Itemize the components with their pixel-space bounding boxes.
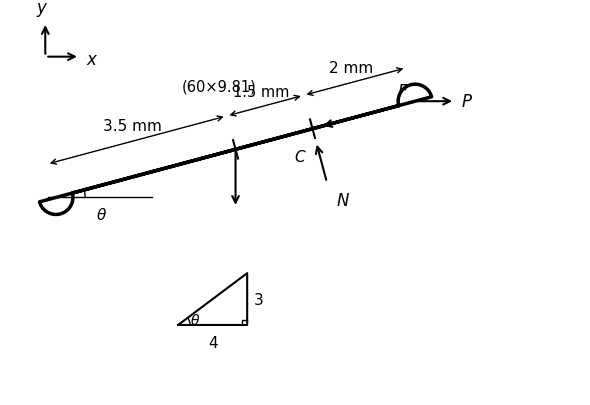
Text: 4: 4: [208, 335, 218, 350]
Polygon shape: [40, 85, 431, 215]
Text: 3: 3: [254, 292, 264, 307]
Text: C: C: [294, 149, 304, 164]
Text: 2 mm: 2 mm: [329, 61, 373, 76]
Text: θ: θ: [191, 313, 199, 327]
Text: x: x: [86, 51, 96, 69]
Text: F: F: [398, 83, 407, 101]
Text: y: y: [36, 0, 46, 17]
Text: 1.5 mm: 1.5 mm: [233, 85, 290, 100]
Text: (60×9.81): (60×9.81): [182, 79, 257, 94]
Text: 3.5 mm: 3.5 mm: [103, 119, 162, 134]
Text: P: P: [461, 93, 471, 111]
Text: θ: θ: [96, 207, 106, 222]
Text: N: N: [336, 191, 349, 209]
